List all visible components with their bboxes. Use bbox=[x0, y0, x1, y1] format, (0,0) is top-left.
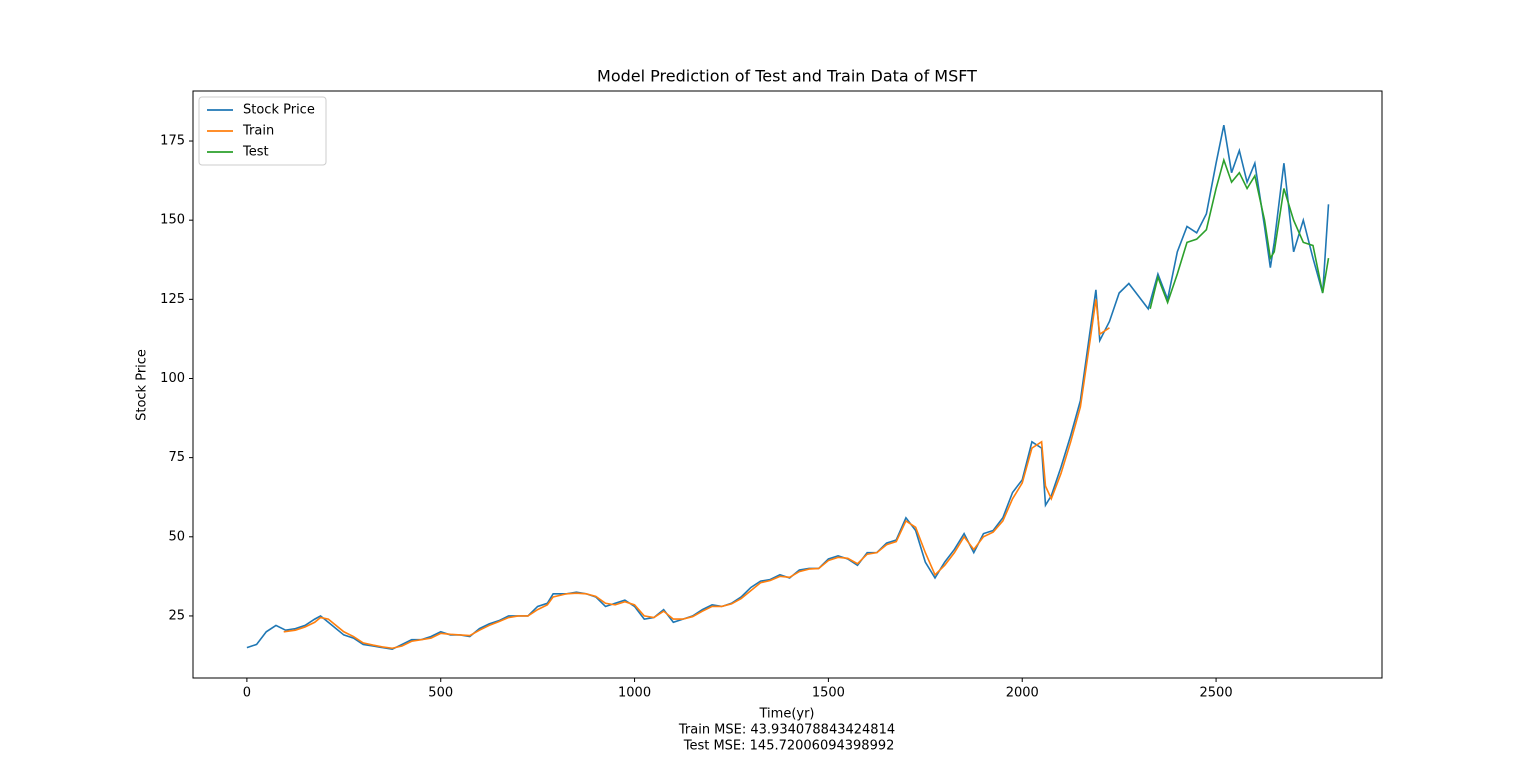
legend-label: Train bbox=[242, 124, 274, 139]
legend-box bbox=[198, 96, 327, 166]
x-tick-label: 1000 bbox=[618, 686, 651, 701]
y-tick-label: 25 bbox=[168, 608, 185, 623]
y-tick-label: 125 bbox=[160, 292, 185, 307]
train-mse: Train MSE: 43.934078843424814 bbox=[678, 723, 895, 738]
x-tick-label: 0 bbox=[243, 686, 251, 701]
x-axis-label: Time(yr) bbox=[759, 707, 815, 722]
y-tick-label: 100 bbox=[160, 371, 185, 386]
plot-frame bbox=[192, 90, 1383, 679]
legend-label: Test bbox=[242, 145, 269, 160]
x-tick-label: 2000 bbox=[1006, 686, 1039, 701]
series-line bbox=[246, 125, 1330, 651]
test-mse: Test MSE: 145.72006094398992 bbox=[680, 739, 895, 754]
series-line bbox=[283, 299, 1110, 650]
y-tick-label: 150 bbox=[160, 213, 185, 228]
chart-title: Model Prediction of Test and Train Data … bbox=[597, 67, 977, 86]
y-tick-label: 50 bbox=[168, 529, 185, 544]
y-tick-label: 75 bbox=[168, 450, 185, 465]
y-axis-label: Stock Price bbox=[135, 349, 150, 421]
series-line bbox=[1149, 157, 1330, 310]
x-tick-label: 1500 bbox=[812, 686, 845, 701]
legend-label: Stock Price bbox=[243, 103, 315, 118]
x-tick-label: 500 bbox=[428, 686, 453, 701]
legend: Stock Price Train Test bbox=[198, 96, 327, 166]
x-tick-label: 2500 bbox=[1200, 686, 1233, 701]
y-tick-label: 175 bbox=[160, 134, 185, 149]
